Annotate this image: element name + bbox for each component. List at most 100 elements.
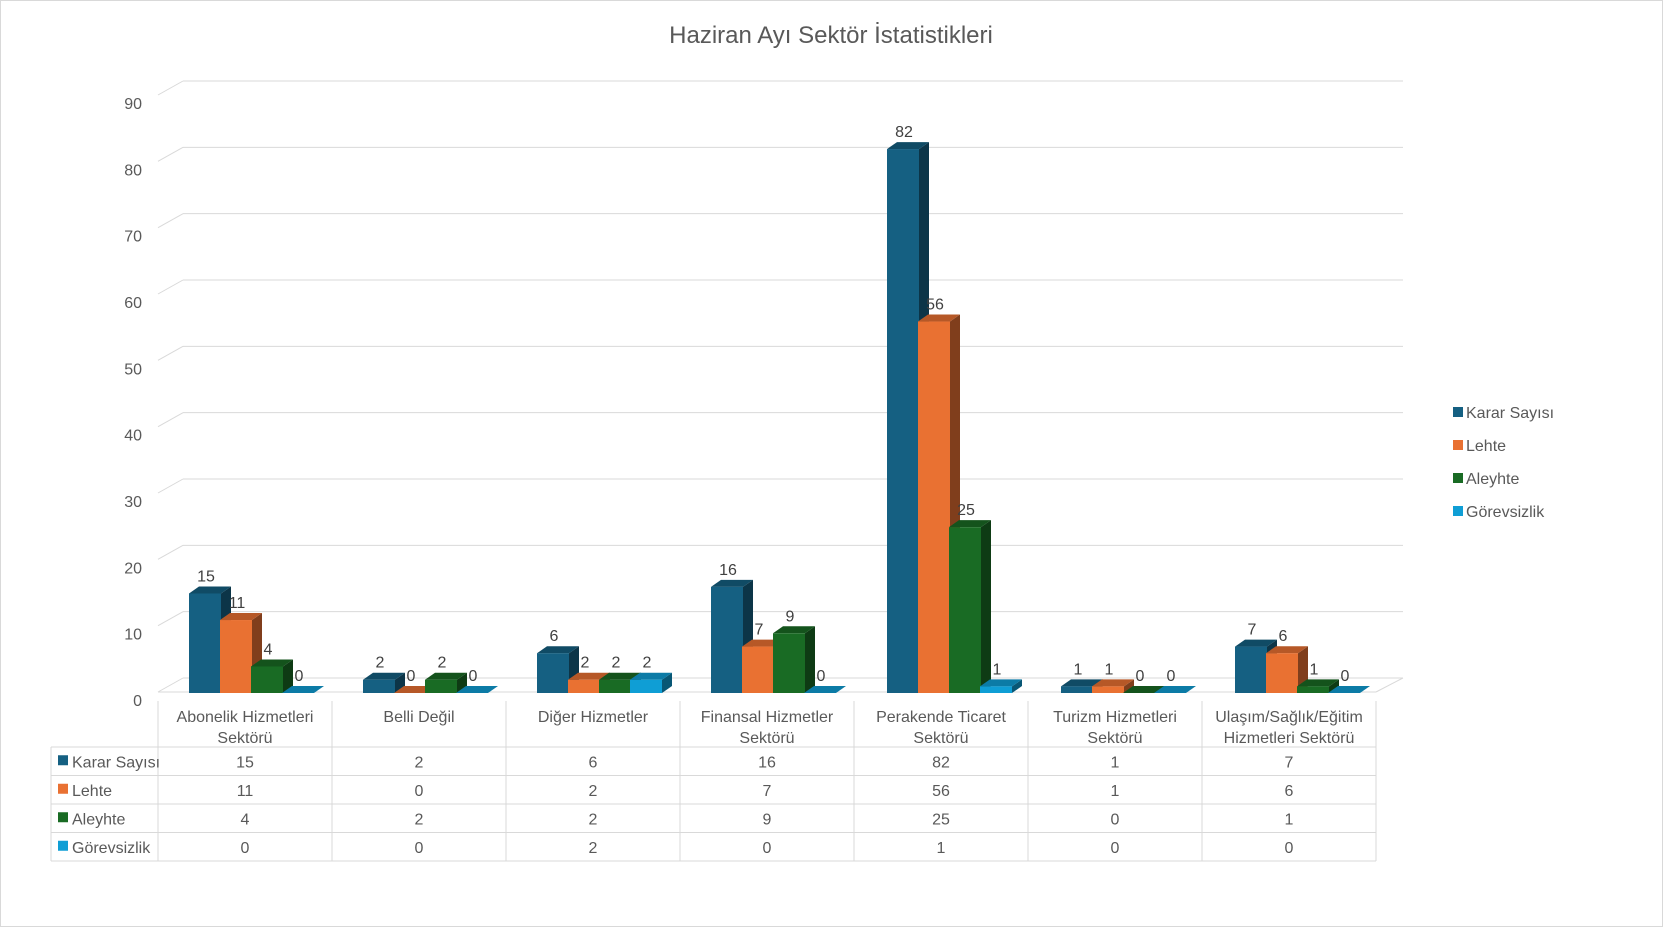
bar-top [630, 672, 672, 680]
table-cell: 0 [415, 783, 424, 800]
data-table: Abonelik Hizmetleri Sektörü Belli Değil Diğ… [50, 701, 1377, 862]
bar: 0 [1123, 668, 1165, 693]
bar-front [425, 679, 457, 693]
table-cell: 0 [1111, 811, 1120, 828]
bar: 9 [773, 608, 815, 693]
bar: 16 [711, 562, 753, 693]
bar-value-label: 56 [926, 297, 944, 314]
legend-swatch [1453, 473, 1463, 483]
bar-value-label: 25 [957, 502, 975, 519]
y-axis: 0 10 20 30 40 50 60 70 80 90 [124, 96, 142, 710]
table-cell: 0 [1285, 840, 1294, 857]
bar-value-label: 6 [1279, 628, 1288, 645]
bar-side [395, 672, 405, 693]
bar-side [662, 672, 672, 693]
bar-front [1061, 686, 1093, 693]
bar-value-label: 0 [1136, 668, 1145, 685]
legend: Karar Sayısı Lehte Aleyhte Görevsizlik [1453, 405, 1554, 521]
bar: 1 [1297, 661, 1339, 693]
y-tick-label: 90 [124, 96, 142, 113]
bar: 0 [1154, 668, 1196, 693]
table-header-label: Finansal Hizmetler Sektörü [701, 709, 834, 747]
table-cell: 1 [1111, 754, 1120, 771]
bar-top [1266, 646, 1308, 654]
table-series-name: Karar Sayısı [72, 754, 160, 771]
table-header-line: Sektörü [913, 730, 968, 747]
legend-swatch [1453, 440, 1463, 450]
table-legend-key [58, 840, 68, 851]
bar: 0 [456, 668, 498, 693]
table-cell: 2 [415, 754, 424, 771]
y-tick-label: 70 [124, 229, 142, 246]
bar-top [1092, 679, 1134, 687]
table-cell: 0 [415, 840, 424, 857]
gridline-depth [157, 279, 184, 295]
y-tick-label: 80 [124, 162, 142, 179]
bar-front [363, 679, 395, 693]
bar: 25 [949, 502, 991, 693]
legend-label: Karar Sayısı [1466, 405, 1554, 422]
table-header-label: Belli Değil [383, 709, 454, 726]
bar-value-label: 0 [469, 668, 478, 685]
table-header-label: Diğer Hizmetler [538, 709, 649, 726]
table-header-label: Ulaşım/Sağlık/Eğitim Hizmetleri Sektörü [1215, 709, 1363, 747]
bar-value-label: 1 [1074, 661, 1083, 678]
table-cell: 0 [1111, 840, 1120, 857]
table-header-line: Sektörü [1087, 730, 1142, 747]
table-cell: 1 [1111, 783, 1120, 800]
gridline-depth [157, 544, 184, 560]
bar-side [1124, 679, 1134, 693]
y-tick-label: 30 [124, 494, 142, 511]
gridline-depth [157, 213, 184, 229]
gridline-depth [157, 611, 184, 627]
bar-front [1266, 653, 1298, 693]
y-tick-label: 60 [124, 295, 142, 312]
bar-top [537, 646, 579, 654]
bar: 1 [1092, 661, 1134, 693]
table-cell: 11 [237, 783, 254, 800]
bar-front [949, 527, 981, 693]
table-cell: 2 [589, 783, 598, 800]
bar-value-label: 0 [407, 668, 416, 685]
bar-front [251, 666, 283, 693]
bar-value-label: 0 [1167, 668, 1176, 685]
bar-front [568, 679, 600, 693]
bar-value-label: 1 [1310, 661, 1319, 678]
table-cell: 1 [1285, 811, 1294, 828]
bar-top [773, 626, 815, 634]
table-header-line: Perakende Ticaret [876, 709, 1006, 726]
bar: 4 [251, 641, 293, 693]
table-header-label: Abonelik Hizmetleri Sektörü [177, 709, 314, 747]
chart-title: Haziran Ayı Sektör İstatistikleri [669, 22, 993, 49]
bar-top [1061, 679, 1103, 687]
floor-side [1375, 677, 1404, 693]
y-tick-label: 50 [124, 361, 142, 378]
gridline-depth [157, 80, 184, 96]
bar-value-label: 11 [229, 595, 246, 612]
bar-front [1235, 646, 1267, 693]
table-cell: 9 [763, 811, 772, 828]
bar-value-label: 1 [1105, 661, 1114, 678]
gridline-depth [157, 412, 184, 428]
table-header-line: Belli Değil [383, 709, 454, 726]
table-cell: 2 [415, 811, 424, 828]
bar-top [949, 520, 991, 528]
y-tick-label: 10 [124, 627, 142, 644]
bar-front [711, 586, 743, 693]
bar-value-label: 82 [895, 124, 913, 141]
bar-top [804, 686, 846, 693]
y-tick-label: 0 [133, 693, 142, 710]
gridlines [157, 80, 1404, 693]
legend-swatch [1453, 407, 1463, 417]
bar-top [887, 142, 929, 150]
bar-front [537, 653, 569, 693]
bar-top [363, 672, 405, 680]
bar-top [1123, 686, 1165, 693]
bar: 2 [363, 655, 405, 693]
bar-front [189, 593, 221, 693]
table-cell: 0 [241, 840, 250, 857]
bar-front [918, 321, 950, 693]
table-cell: 25 [932, 811, 950, 828]
